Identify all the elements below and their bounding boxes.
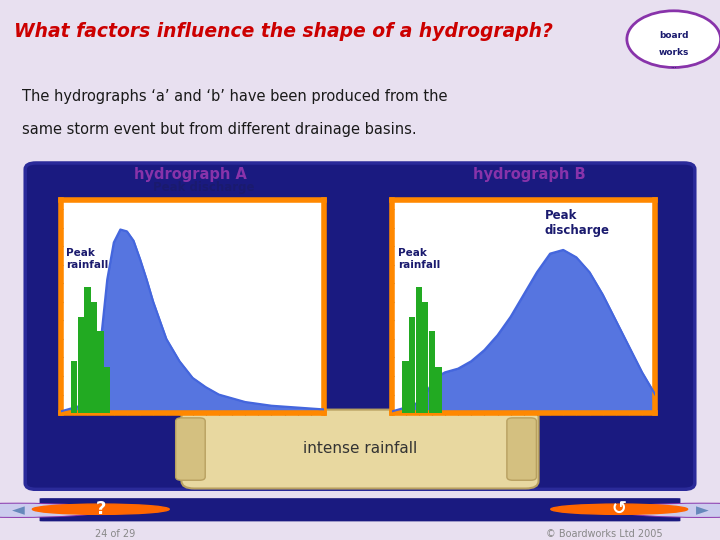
Text: Peak
rainfall: Peak rainfall <box>397 248 440 270</box>
Circle shape <box>623 504 720 516</box>
Text: Peak
rainfall: Peak rainfall <box>66 248 109 270</box>
Text: ►: ► <box>696 501 708 519</box>
Text: hydrograph A: hydrograph A <box>135 167 247 182</box>
FancyBboxPatch shape <box>507 418 536 480</box>
Text: The hydrographs ‘a’ and ‘b’ have been produced from the: The hydrographs ‘a’ and ‘b’ have been pr… <box>22 89 447 104</box>
Text: 24 of 29: 24 of 29 <box>95 529 135 538</box>
Text: hydrograph B: hydrograph B <box>473 167 585 182</box>
Bar <box>84 287 91 413</box>
FancyBboxPatch shape <box>181 410 539 489</box>
Text: © Boardworks Ltd 2005: © Boardworks Ltd 2005 <box>546 529 663 538</box>
Bar <box>435 367 441 413</box>
Text: ↺: ↺ <box>611 500 627 518</box>
Bar <box>402 361 409 413</box>
Bar <box>422 302 428 413</box>
Bar <box>91 302 97 413</box>
Text: ?: ? <box>96 500 106 518</box>
FancyBboxPatch shape <box>176 418 205 480</box>
Bar <box>409 316 415 413</box>
Circle shape <box>0 504 97 516</box>
Circle shape <box>551 504 688 514</box>
Text: same storm event but from different drainage basins.: same storm event but from different drai… <box>22 122 416 137</box>
Bar <box>415 287 422 413</box>
Text: intense rainfall: intense rainfall <box>303 441 417 456</box>
Bar <box>71 361 78 413</box>
Text: What factors influence the shape of a hydrograph?: What factors influence the shape of a hy… <box>14 22 553 41</box>
Text: ◄: ◄ <box>12 501 24 519</box>
Bar <box>97 332 104 413</box>
Bar <box>428 332 435 413</box>
Circle shape <box>627 11 720 68</box>
Text: board: board <box>659 31 688 40</box>
Bar <box>104 367 110 413</box>
FancyBboxPatch shape <box>40 498 680 522</box>
Circle shape <box>32 504 169 514</box>
Bar <box>78 316 84 413</box>
Text: ...: ... <box>670 63 677 69</box>
Text: works: works <box>659 48 689 57</box>
FancyBboxPatch shape <box>25 163 695 489</box>
Text: Peak
discharge: Peak discharge <box>545 209 610 237</box>
Text: Peak discharge: Peak discharge <box>153 181 255 194</box>
